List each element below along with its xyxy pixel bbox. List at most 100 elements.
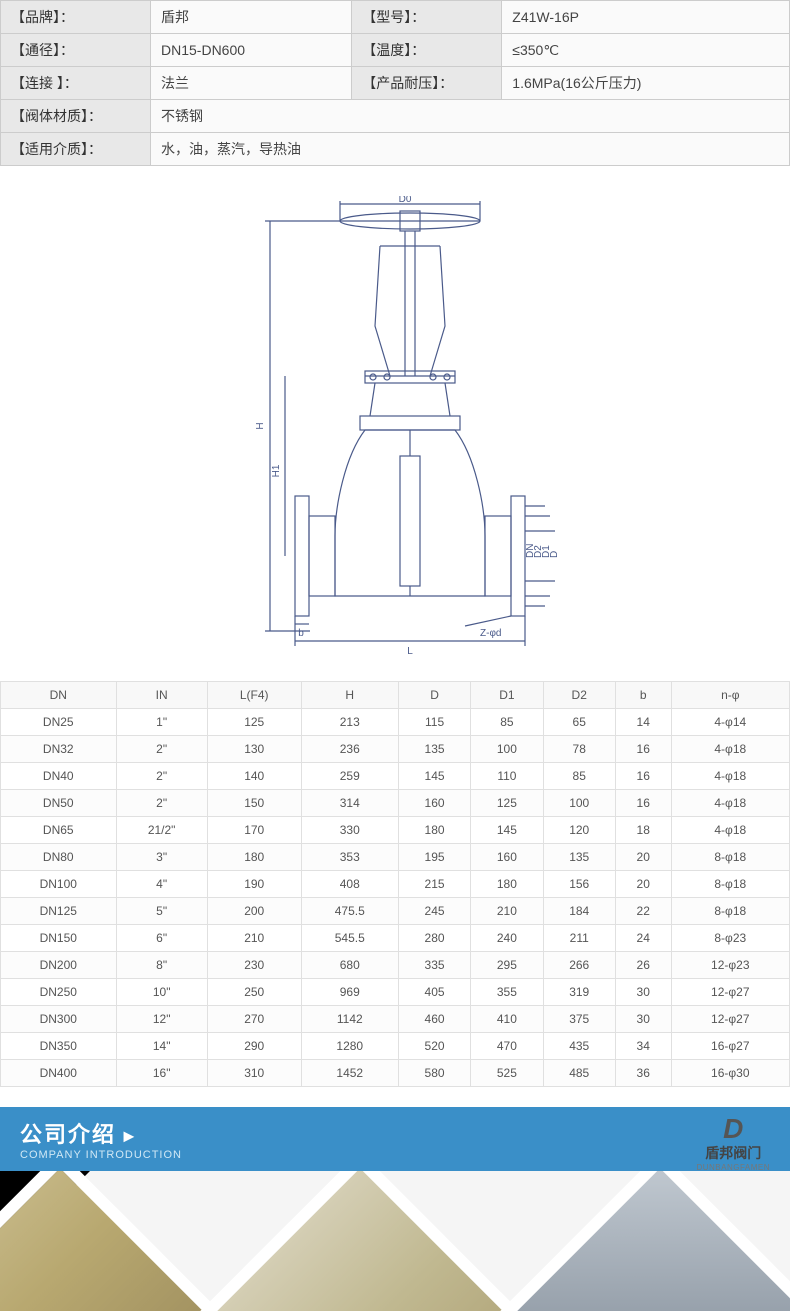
- dim-cell: 180: [207, 844, 301, 871]
- dim-cell: 4": [116, 871, 207, 898]
- dim-cell: 12-φ23: [671, 952, 789, 979]
- dim-cell: 12": [116, 1006, 207, 1033]
- dim-cell: 8-φ18: [671, 898, 789, 925]
- dim-cell: 5": [116, 898, 207, 925]
- dim-cell: 21/2": [116, 817, 207, 844]
- dim-cell: 26: [615, 952, 671, 979]
- spec-value: DN15-DN600: [151, 34, 352, 67]
- dim-cell: 3": [116, 844, 207, 871]
- dim-cell: 245: [398, 898, 470, 925]
- dim-cell: 310: [207, 1060, 301, 1087]
- dim-cell: 184: [543, 898, 615, 925]
- dim-cell: 120: [543, 817, 615, 844]
- dim-cell: 180: [398, 817, 470, 844]
- table-row: DN402"14025914511085164-φ18: [1, 763, 790, 790]
- dim-cell: 2": [116, 763, 207, 790]
- dim-cell: 130: [207, 736, 301, 763]
- spec-value: Z41W-16P: [502, 1, 790, 34]
- spec-label: 【型号】：: [352, 1, 502, 34]
- table-row: DN30012"27011424604103753012-φ27: [1, 1006, 790, 1033]
- table-row: DN1004"190408215180156208-φ18: [1, 871, 790, 898]
- dim-cell: DN250: [1, 979, 117, 1006]
- dim-cell: 210: [207, 925, 301, 952]
- dim-cell: 314: [301, 790, 398, 817]
- dim-header: n-φ: [671, 682, 789, 709]
- dim-cell: DN200: [1, 952, 117, 979]
- table-row: DN1506"210545.5280240211248-φ23: [1, 925, 790, 952]
- dim-cell: 145: [398, 763, 470, 790]
- dim-cell: 680: [301, 952, 398, 979]
- dim-cell: 215: [398, 871, 470, 898]
- dim-cell: 545.5: [301, 925, 398, 952]
- company-intro-banner: 公司介绍► COMPANY INTRODUCTION D 盾邦阀门 DUNBAN…: [0, 1107, 790, 1171]
- dim-header: b: [615, 682, 671, 709]
- dim-cell: DN65: [1, 817, 117, 844]
- dim-cell: 36: [615, 1060, 671, 1087]
- dim-cell: 190: [207, 871, 301, 898]
- dim-cell: 34: [615, 1033, 671, 1060]
- dim-cell: 135: [543, 844, 615, 871]
- dim-cell: 16: [615, 763, 671, 790]
- dim-header: D1: [471, 682, 543, 709]
- dim-cell: 460: [398, 1006, 470, 1033]
- dim-cell: DN80: [1, 844, 117, 871]
- dimension-table: DNINL(F4)HDD1D2bn-φ DN251"12521311585651…: [0, 681, 790, 1087]
- dim-cell: 4-φ18: [671, 763, 789, 790]
- dim-cell: 969: [301, 979, 398, 1006]
- dim-cell: 22: [615, 898, 671, 925]
- table-row: DN322"13023613510078164-φ18: [1, 736, 790, 763]
- dim-cell: 475.5: [301, 898, 398, 925]
- dim-cell: 1452: [301, 1060, 398, 1087]
- dim-cell: 16: [615, 736, 671, 763]
- dim-cell: 195: [398, 844, 470, 871]
- dim-cell: 280: [398, 925, 470, 952]
- spec-value: 不锈钢: [151, 100, 790, 133]
- dim-cell: DN400: [1, 1060, 117, 1087]
- technical-diagram: D0 H H1 L b Z-φd DN D2 D1 D: [0, 166, 790, 681]
- spec-value: 1.6MPa(16公斤压力): [502, 67, 790, 100]
- table-row: DN25010"2509694053553193012-φ27: [1, 979, 790, 1006]
- dim-cell: DN32: [1, 736, 117, 763]
- spec-label: 【适用介质】：: [1, 133, 151, 166]
- dim-cell: 520: [398, 1033, 470, 1060]
- dim-cell: 330: [301, 817, 398, 844]
- dim-cell: 405: [398, 979, 470, 1006]
- dim-cell: 85: [543, 763, 615, 790]
- dim-cell: 266: [543, 952, 615, 979]
- dim-cell: 355: [471, 979, 543, 1006]
- table-row: DN40016"31014525805254853616-φ30: [1, 1060, 790, 1087]
- dim-cell: 8": [116, 952, 207, 979]
- dim-cell: 6": [116, 925, 207, 952]
- spec-label: 【阀体材质】：: [1, 100, 151, 133]
- dim-cell: 140: [207, 763, 301, 790]
- dim-cell: DN100: [1, 871, 117, 898]
- dim-cell: 4-φ14: [671, 709, 789, 736]
- dim-cell: 1": [116, 709, 207, 736]
- dim-cell: 200: [207, 898, 301, 925]
- dim-cell: 24: [615, 925, 671, 952]
- dim-cell: 170: [207, 817, 301, 844]
- dim-cell: 408: [301, 871, 398, 898]
- dim-cell: 470: [471, 1033, 543, 1060]
- dim-cell: 2": [116, 736, 207, 763]
- intro-arrow-icon: ►: [120, 1126, 138, 1146]
- dim-cell: 250: [207, 979, 301, 1006]
- dim-cell: 270: [207, 1006, 301, 1033]
- spec-table: 【品牌】：盾邦【型号】：Z41W-16P【通径】：DN15-DN600【温度】：…: [0, 0, 790, 166]
- spec-label: 【品牌】：: [1, 1, 151, 34]
- dim-cell: 125: [471, 790, 543, 817]
- dim-label-l: L: [407, 646, 413, 656]
- dim-cell: 8-φ18: [671, 844, 789, 871]
- table-row: DN35014"29012805204704353416-φ27: [1, 1033, 790, 1060]
- dim-cell: 213: [301, 709, 398, 736]
- dim-cell: 580: [398, 1060, 470, 1087]
- dim-cell: 16: [615, 790, 671, 817]
- dim-cell: 259: [301, 763, 398, 790]
- dim-cell: 2": [116, 790, 207, 817]
- dim-cell: 12-φ27: [671, 1006, 789, 1033]
- dim-cell: 16-φ27: [671, 1033, 789, 1060]
- dim-cell: 525: [471, 1060, 543, 1087]
- dim-header: L(F4): [207, 682, 301, 709]
- dim-cell: 10": [116, 979, 207, 1006]
- dim-cell: 1142: [301, 1006, 398, 1033]
